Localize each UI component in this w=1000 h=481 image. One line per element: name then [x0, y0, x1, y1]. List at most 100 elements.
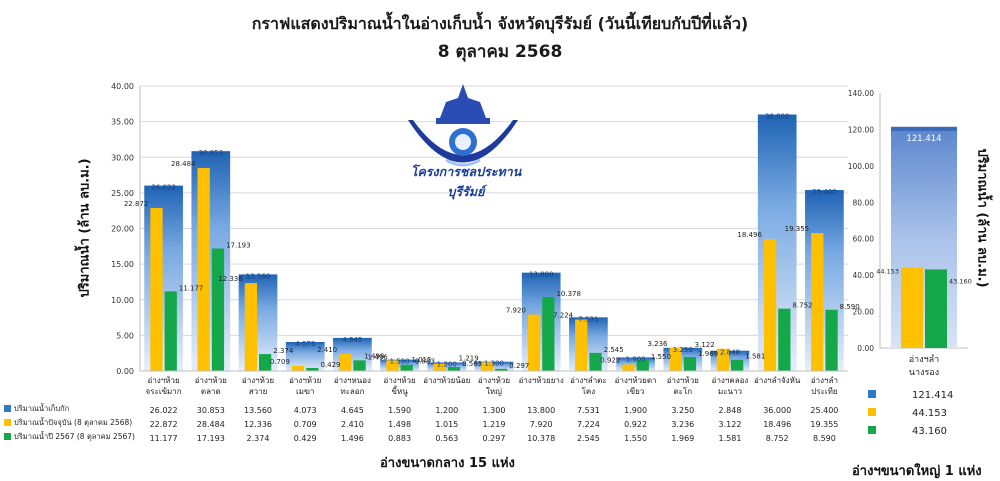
table-value: 8.752	[766, 434, 789, 443]
bar-current	[433, 363, 446, 371]
label-capacity-right: 121.414	[906, 134, 941, 144]
bar-last-year	[306, 367, 319, 371]
table-value: 12.336	[244, 420, 272, 429]
legend-label: ปริมาณน้ำปี 2567 (8 ตุลาคม 2567)	[14, 431, 135, 441]
category-label: อ่างฯลำจังหัน	[754, 376, 801, 385]
table-value: 1.015	[435, 420, 458, 429]
table-value: 28.484	[197, 420, 225, 429]
label-capacity: 4.073	[295, 340, 315, 348]
legend-swatch	[4, 405, 11, 412]
category-label: อ่างฯห้วย	[384, 376, 416, 385]
label-current: 28.484	[171, 160, 196, 168]
y-tick-label: 15.00	[111, 260, 134, 269]
logo-emblem	[408, 84, 518, 167]
table-value: 3.122	[719, 420, 742, 429]
bar-current	[386, 360, 399, 371]
category-label: ตลาด	[201, 387, 221, 396]
table-value: 10.378	[527, 434, 555, 443]
y-tick-label: 10.00	[111, 296, 134, 305]
table-value: 1.219	[483, 420, 506, 429]
legend-label: ปริมาณน้ำปัจจุบัน (8 ตุลาคม 2568)	[14, 417, 132, 427]
label-last-year: 10.378	[556, 290, 581, 298]
y-tick-label: 5.00	[116, 331, 134, 340]
bar-last-year	[259, 354, 272, 371]
category-label: อ่างฯห้วย	[242, 376, 274, 385]
table-value: 2.374	[247, 434, 270, 443]
label-capacity: 25.400	[812, 188, 837, 196]
table-value: 36.000	[763, 406, 791, 415]
table-value: 1.969	[671, 434, 694, 443]
category-label-right: นางรอง	[909, 368, 939, 378]
label-capacity: 26.022	[151, 184, 176, 192]
label-capacity: 1.300	[484, 360, 504, 368]
legend-swatch-right	[868, 426, 876, 434]
table-value: 19.355	[810, 420, 838, 429]
bar-capacity-top-right	[891, 126, 957, 131]
category-label: ขี้หนู	[391, 385, 408, 397]
category-label: ประเทีย	[811, 387, 837, 396]
label-capacity: 13.560	[246, 272, 271, 280]
bar-capacity-right	[891, 126, 957, 348]
label-capacity: 3.250	[673, 346, 693, 354]
y-tick-label-right: 0.00	[857, 344, 874, 353]
label-capacity: 1.590	[390, 358, 410, 366]
bar-last-year	[636, 359, 649, 371]
label-current: 3.122	[695, 341, 715, 349]
bar-capacity	[805, 190, 844, 371]
table-value: 13.560	[244, 406, 272, 415]
label-last-year: 8.752	[792, 302, 812, 310]
table-value: 1.496	[341, 434, 364, 443]
table-value: 8.590	[813, 434, 836, 443]
bar-current	[527, 314, 541, 371]
category-label: ตะโก	[673, 386, 692, 396]
table-value: 2.410	[341, 420, 364, 429]
table-value: 3.236	[671, 420, 694, 429]
y-tick-label-right: 80.00	[853, 198, 875, 207]
label-current: 1.015	[411, 356, 431, 364]
label-last-year: 1.581	[745, 353, 765, 361]
x-axis-title-right: อ่างฯขนาดใหญ่ 1 แห่ง	[852, 464, 982, 479]
category-label: อ่างฯห้วยยาง	[519, 376, 564, 385]
y-tick-label-right: 140.00	[848, 89, 874, 98]
chart-date: 8 ตุลาคม 2568	[437, 42, 563, 62]
legend-swatch-right	[868, 390, 876, 398]
y-tick-label-right: 60.00	[853, 235, 875, 244]
bar-capacity	[144, 185, 183, 371]
bar-current	[811, 233, 824, 371]
table-value: 1.200	[435, 406, 458, 415]
category-label: เมฆา	[296, 387, 314, 396]
label-current: 7.224	[553, 312, 574, 320]
table-value: 7.531	[577, 406, 600, 415]
category-label: อ่างฯหนอง	[334, 376, 371, 385]
bar-current	[339, 353, 352, 371]
bar-last-year	[211, 248, 225, 371]
label-last-year: 17.193	[226, 241, 251, 249]
bar-last-year-right	[925, 269, 947, 348]
category-label: ทะลอก	[340, 387, 364, 396]
table-value: 25.400	[810, 406, 838, 415]
label-current: 19.355	[785, 225, 810, 233]
label-capacity: 1.200	[437, 360, 457, 368]
category-label-right: อ่างฯลำ	[909, 354, 939, 365]
label-capacity: 4.645	[342, 336, 362, 344]
table-value: 30.853	[197, 406, 225, 415]
chart-title: กราฟแสดงปริมาณน้ำในอ่างเก็บน้ำ จังหวัดบุ…	[251, 14, 749, 33]
label-last-year: 8.590	[840, 303, 860, 311]
label-capacity: 36.000	[765, 113, 790, 121]
label-current: 0.922	[600, 356, 620, 364]
y-tick-label-right: 120.00	[848, 125, 874, 134]
label-capacity: 7.531	[578, 315, 598, 323]
logo-text: โครงการชลประทานบุรีรัมย์	[410, 164, 522, 199]
label-current-right: 44.153	[876, 268, 899, 276]
category-label: อ่างฯลำตะ	[570, 376, 607, 385]
bar-current	[291, 365, 305, 371]
bar-last-year	[683, 356, 697, 371]
category-label: สวาย	[249, 387, 268, 396]
label-current: 1.498	[364, 352, 384, 360]
category-label: เขียว	[627, 387, 644, 396]
bar-current	[197, 168, 210, 371]
table-value: 18.496	[763, 420, 791, 429]
label-last-year: 0.883	[415, 358, 435, 366]
bar-last-year	[731, 359, 744, 371]
